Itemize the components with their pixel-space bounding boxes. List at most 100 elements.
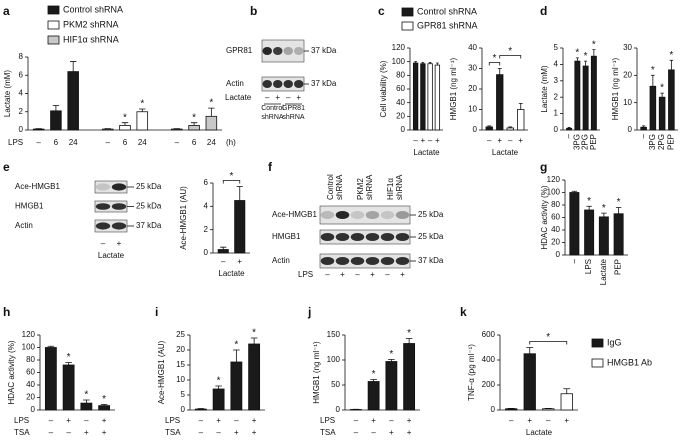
panel-letter: a <box>3 4 10 18</box>
x-tick-label: + <box>102 428 107 437</box>
y-tick-label: 40 <box>468 43 477 52</box>
y-tick-label: 2 <box>204 225 209 234</box>
error-bar <box>601 212 607 217</box>
y-tick-label: 120 <box>22 330 36 339</box>
bar <box>574 60 581 131</box>
kda-label: 25 kDa <box>418 232 444 241</box>
panel-letter: b <box>250 4 257 18</box>
bar <box>523 353 536 411</box>
bracket-label: * <box>230 171 234 182</box>
y-tick-label: 4 <box>204 201 209 210</box>
bar <box>485 126 493 131</box>
bar <box>32 128 45 131</box>
bracket-label: * <box>546 332 550 343</box>
y-axis-label: TNF-α (pg ml⁻¹) <box>467 344 476 401</box>
y-tick-label: 30 <box>623 43 632 52</box>
y-tick-label: 3 <box>554 76 559 85</box>
x-tick-label: + <box>527 416 532 425</box>
bracket <box>499 55 522 59</box>
panel-letter: j <box>307 305 311 319</box>
x-tick-label: + <box>435 136 440 145</box>
lane-label: + <box>296 93 301 102</box>
x-tick-label: LPS <box>584 259 593 274</box>
x-tick-label: – <box>428 136 433 145</box>
x-tick-label: 24 <box>69 138 78 147</box>
band <box>273 80 283 88</box>
group-label: shRNA <box>282 114 305 121</box>
error-bar <box>421 61 425 64</box>
significance: * <box>372 369 376 380</box>
x-tick-label: – <box>389 416 394 425</box>
bar <box>385 361 398 411</box>
error-bar <box>65 362 72 365</box>
band <box>365 233 380 241</box>
error-bar <box>436 62 439 66</box>
legend-swatch <box>47 35 60 45</box>
legend-swatch <box>47 20 60 30</box>
kda-label: 37 kDa <box>136 221 162 230</box>
blot-row-label: HMGB1 <box>272 232 301 241</box>
panel-letter: i <box>155 305 158 319</box>
x-tick-label: – <box>413 136 418 145</box>
y-tick-label: 0 <box>473 125 478 134</box>
lane-label: – <box>265 93 270 102</box>
error-bar <box>563 388 571 394</box>
x-tick-label: – <box>234 416 239 425</box>
lane-label: + <box>370 270 375 279</box>
y-tick-label: 20 <box>551 238 560 247</box>
group-label: HIF1α <box>386 178 395 200</box>
band <box>395 211 410 219</box>
x-axis-label: Lactate <box>218 269 245 278</box>
x-tick-label: 6 <box>54 138 59 147</box>
bar <box>640 126 647 131</box>
bar <box>668 69 675 131</box>
y-tick-label: 80 <box>26 355 35 364</box>
y-tick-label: 100 <box>22 343 36 352</box>
bar <box>62 364 75 411</box>
y-axis-label: Ace-HMGB1 (AU) <box>157 340 166 404</box>
x-tick-label: – <box>487 136 492 145</box>
y-tick-label: 20 <box>26 393 35 402</box>
panel-letter: h <box>3 305 10 319</box>
y-axis-label: HDAC activity (%) <box>540 185 549 249</box>
error-bar <box>584 60 588 67</box>
x-tick-label: – <box>639 133 648 138</box>
x-row-label: TSA <box>165 428 181 437</box>
y-axis-label: Lactate (mM) <box>3 70 12 117</box>
x-tick-label: + <box>234 428 239 437</box>
error-bar <box>641 125 646 128</box>
y-tick-label: 10 <box>176 375 185 384</box>
x-tick-label: 3PG <box>648 134 657 150</box>
y-tick-label: 40 <box>26 380 35 389</box>
significance: * <box>587 196 591 207</box>
error-bar <box>370 379 377 382</box>
bar <box>188 125 200 131</box>
y-tick-label: 0 <box>336 405 341 414</box>
y-tick-label: 120 <box>547 175 561 184</box>
x-tick-label: + <box>252 416 257 425</box>
x-tick-label: – <box>49 428 54 437</box>
panel-letter: k <box>460 305 467 319</box>
blot-row-label: Ace-HMGB1 <box>272 210 317 219</box>
x-tick-label: – <box>564 133 573 138</box>
significance: * <box>592 39 596 50</box>
bar <box>50 110 62 131</box>
group-label: PKM2 <box>356 178 365 200</box>
band <box>335 211 350 219</box>
y-tick-label: 20 <box>623 70 632 79</box>
bar <box>230 361 243 411</box>
band <box>283 47 293 55</box>
significance: * <box>209 98 213 109</box>
legend-label: Control shRNA <box>417 6 477 16</box>
x-row-label: LPS <box>320 416 335 425</box>
y-axis-label: HMGB1 (ng ml⁻¹) <box>449 57 458 120</box>
bar <box>427 63 433 131</box>
y-tick-label: 5 <box>181 390 186 399</box>
band <box>95 222 111 230</box>
error-bar <box>571 190 578 193</box>
bar <box>658 96 666 131</box>
y-tick-label: 0 <box>181 405 186 414</box>
bar <box>496 74 504 131</box>
lane-label: – <box>385 270 390 279</box>
legend-label: Control shRNA <box>63 4 123 14</box>
